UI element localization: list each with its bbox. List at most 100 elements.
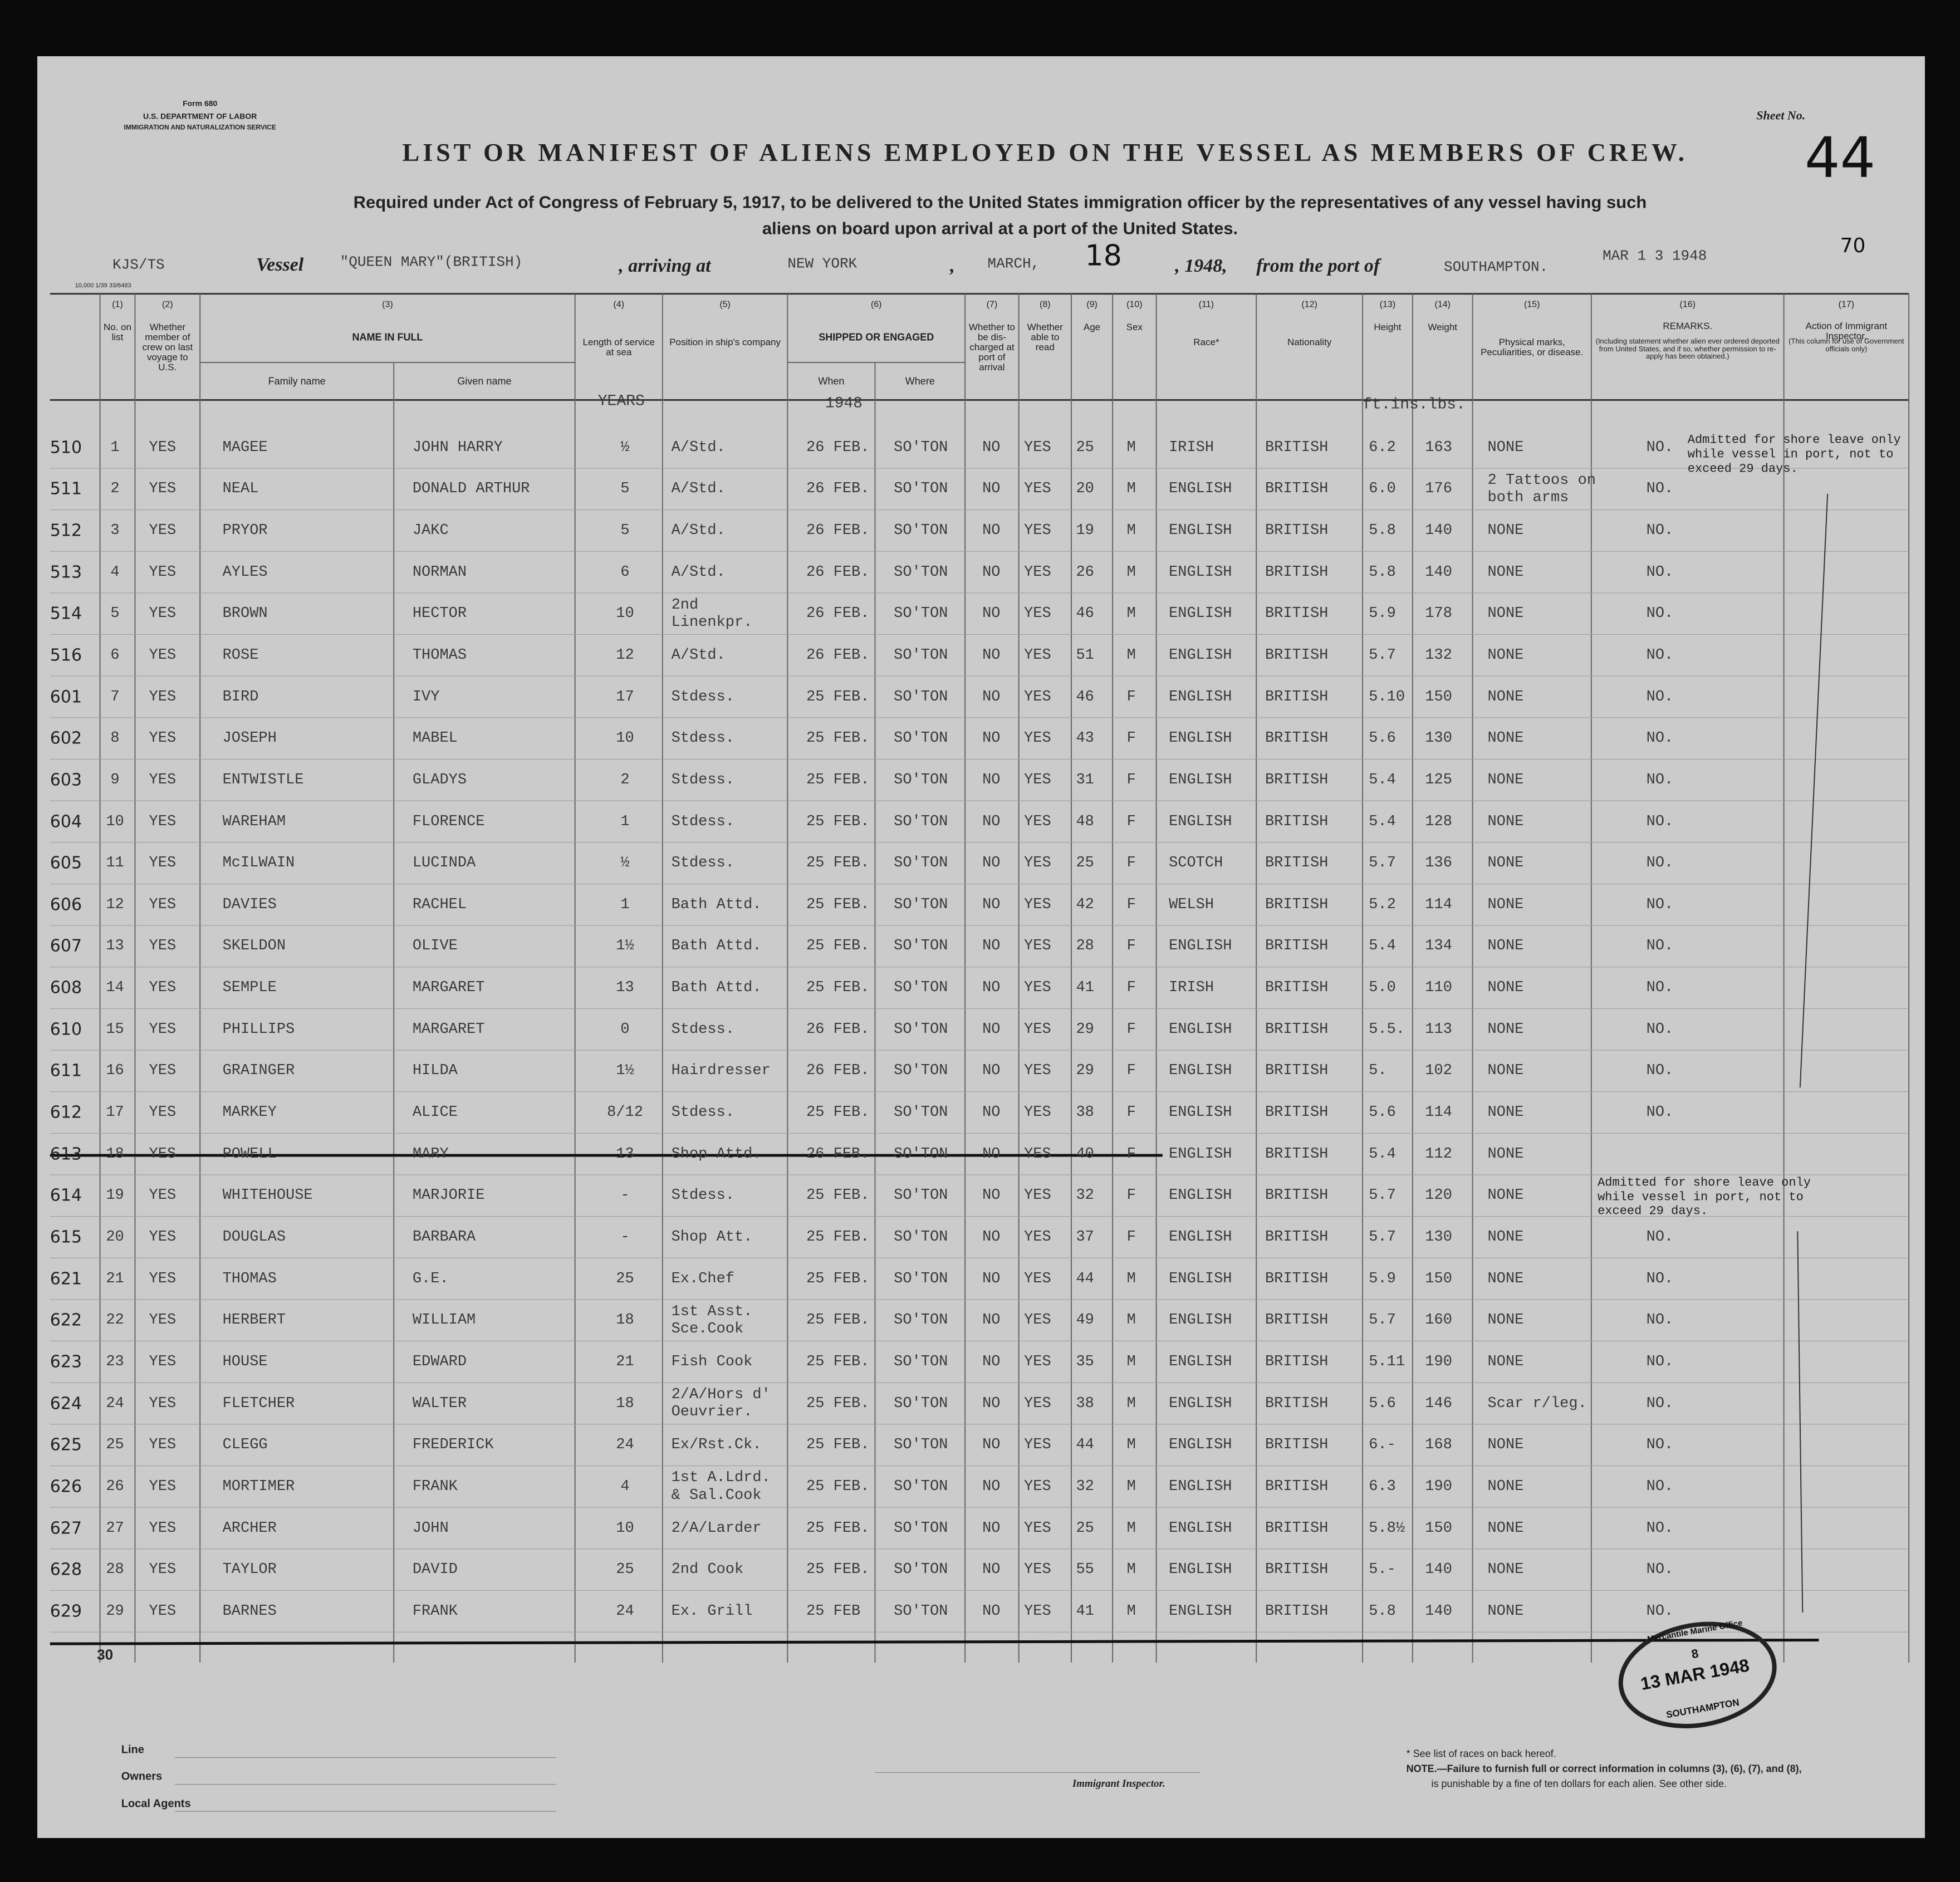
crew-member: YES bbox=[149, 1602, 177, 1620]
family-name: MARKEY bbox=[222, 1104, 277, 1121]
shipped-where: SO'TON bbox=[894, 730, 948, 747]
discharged: NO bbox=[982, 1520, 1001, 1537]
reference-number: 610 bbox=[50, 1020, 82, 1039]
race: SCOTCH bbox=[1169, 855, 1223, 871]
able-to-read: YES bbox=[1024, 1602, 1051, 1620]
list-number: 1 bbox=[110, 439, 120, 456]
crew-member: YES bbox=[149, 813, 177, 830]
given-name: MARY bbox=[412, 1145, 449, 1163]
race: ENGLISH bbox=[1169, 1062, 1232, 1080]
given-name: GLADYS bbox=[412, 771, 467, 788]
race: ENGLISH bbox=[1169, 1270, 1232, 1287]
physical-marks: NONE bbox=[1487, 1021, 1524, 1038]
sex: M bbox=[1126, 1478, 1136, 1495]
position: Fish Cook bbox=[671, 1353, 753, 1370]
shipped-where: SO'TON bbox=[894, 771, 948, 788]
nationality: BRITISH bbox=[1265, 979, 1329, 996]
discharged: NO bbox=[982, 1228, 1001, 1246]
discharged: NO bbox=[982, 1145, 1001, 1163]
family-name: DAVIES bbox=[222, 896, 277, 913]
position: A/Std. bbox=[671, 563, 726, 581]
age: 41 bbox=[1076, 1602, 1094, 1620]
position: Oeuvrier. bbox=[671, 1404, 753, 1421]
service-length: 25 bbox=[616, 1270, 634, 1287]
weight: 114 bbox=[1425, 896, 1452, 913]
unit: ft.ins.lbs. bbox=[1363, 396, 1466, 414]
able-to-read: YES bbox=[1024, 1145, 1051, 1163]
column-note: (Including statement whether alien ever … bbox=[1595, 337, 1780, 361]
shipped-where: SO'TON bbox=[894, 646, 948, 664]
able-to-read: YES bbox=[1024, 771, 1051, 788]
family-name: ARCHER bbox=[222, 1520, 277, 1537]
family-name: MORTIMER bbox=[222, 1478, 295, 1495]
sex: M bbox=[1126, 563, 1136, 581]
closing-rule bbox=[50, 1638, 1819, 1645]
weight: 110 bbox=[1425, 979, 1452, 996]
discharged: NO bbox=[982, 688, 1001, 705]
discharged: NO bbox=[982, 1437, 1001, 1454]
shipped-where: SO'TON bbox=[894, 1104, 948, 1121]
race: ENGLISH bbox=[1169, 605, 1232, 623]
physical-marks: NONE bbox=[1487, 688, 1524, 705]
shipped-when: 25 FEB. bbox=[806, 813, 870, 830]
position: 2nd Cook bbox=[671, 1561, 744, 1578]
nationality: BRITISH bbox=[1265, 1478, 1329, 1495]
nationality: BRITISH bbox=[1265, 1437, 1329, 1454]
sex: F bbox=[1126, 1021, 1136, 1038]
reference-number: 516 bbox=[50, 645, 82, 665]
discharged: NO bbox=[982, 1602, 1001, 1620]
position: Sce.Cook bbox=[671, 1320, 744, 1337]
service-length: 1½ bbox=[616, 938, 634, 955]
remarks: NO. bbox=[1646, 1602, 1674, 1620]
subtitle: Required under Act of Congress of Februa… bbox=[353, 192, 1647, 212]
height: 5.6 bbox=[1369, 730, 1396, 747]
remarks: NO. bbox=[1646, 646, 1674, 664]
crew-member: YES bbox=[149, 481, 177, 498]
shipped-where: SO'TON bbox=[894, 1602, 948, 1620]
crew-member: YES bbox=[149, 979, 177, 996]
family-name: FLETCHER bbox=[222, 1395, 295, 1412]
footer-field: Owners bbox=[121, 1770, 163, 1783]
nationality: BRITISH bbox=[1265, 1228, 1329, 1246]
column-number: (11) bbox=[1198, 300, 1214, 310]
height: 5.0 bbox=[1369, 979, 1396, 996]
height: 5.6 bbox=[1369, 1104, 1396, 1121]
physical-marks: Scar r/leg. bbox=[1487, 1395, 1587, 1412]
family-name: HOUSE bbox=[222, 1353, 268, 1370]
footer-note: is punishable by a fine of ten dollars f… bbox=[1431, 1778, 1727, 1790]
family-name: ENTWISTLE bbox=[222, 771, 304, 788]
sex: M bbox=[1126, 1520, 1136, 1537]
crew-member: YES bbox=[149, 1353, 177, 1370]
given-name: FLORENCE bbox=[412, 813, 485, 830]
age: 38 bbox=[1076, 1395, 1094, 1412]
given-name: LUCINDA bbox=[412, 855, 476, 871]
service-length: - bbox=[620, 1228, 630, 1246]
family-name: TAYLOR bbox=[222, 1561, 277, 1578]
service-length: 21 bbox=[616, 1353, 634, 1370]
family-name: McILWAIN bbox=[222, 855, 295, 871]
physical-marks: NONE bbox=[1487, 1478, 1524, 1495]
remark-annotation: Admitted for shore leave only bbox=[1687, 433, 1901, 447]
shipped-where: SO'TON bbox=[894, 1395, 948, 1412]
given-name: FRANK bbox=[412, 1478, 458, 1495]
column-heading: Nationality bbox=[1287, 337, 1332, 348]
height: 5.7 bbox=[1369, 646, 1396, 664]
sex: M bbox=[1126, 1353, 1136, 1370]
race: ENGLISH bbox=[1169, 1312, 1232, 1329]
height: 5.7 bbox=[1369, 1187, 1396, 1204]
able-to-read: YES bbox=[1024, 1395, 1051, 1412]
nationality: BRITISH bbox=[1265, 1021, 1329, 1038]
age: 43 bbox=[1076, 730, 1094, 747]
sex: F bbox=[1126, 730, 1136, 747]
sex: M bbox=[1126, 605, 1136, 623]
height: 5.9 bbox=[1369, 1270, 1396, 1287]
list-number: 4 bbox=[110, 563, 120, 581]
column-subheading: When bbox=[818, 375, 845, 387]
list-number: 7 bbox=[110, 688, 120, 705]
height: 5.4 bbox=[1369, 813, 1396, 830]
list-number: 3 bbox=[110, 522, 120, 539]
remarks: NO. bbox=[1646, 1021, 1674, 1038]
stamp-text: Mercantile Marine Office bbox=[1647, 1618, 1744, 1644]
reference-number: 627 bbox=[50, 1518, 82, 1538]
service-length: 10 bbox=[616, 730, 634, 747]
